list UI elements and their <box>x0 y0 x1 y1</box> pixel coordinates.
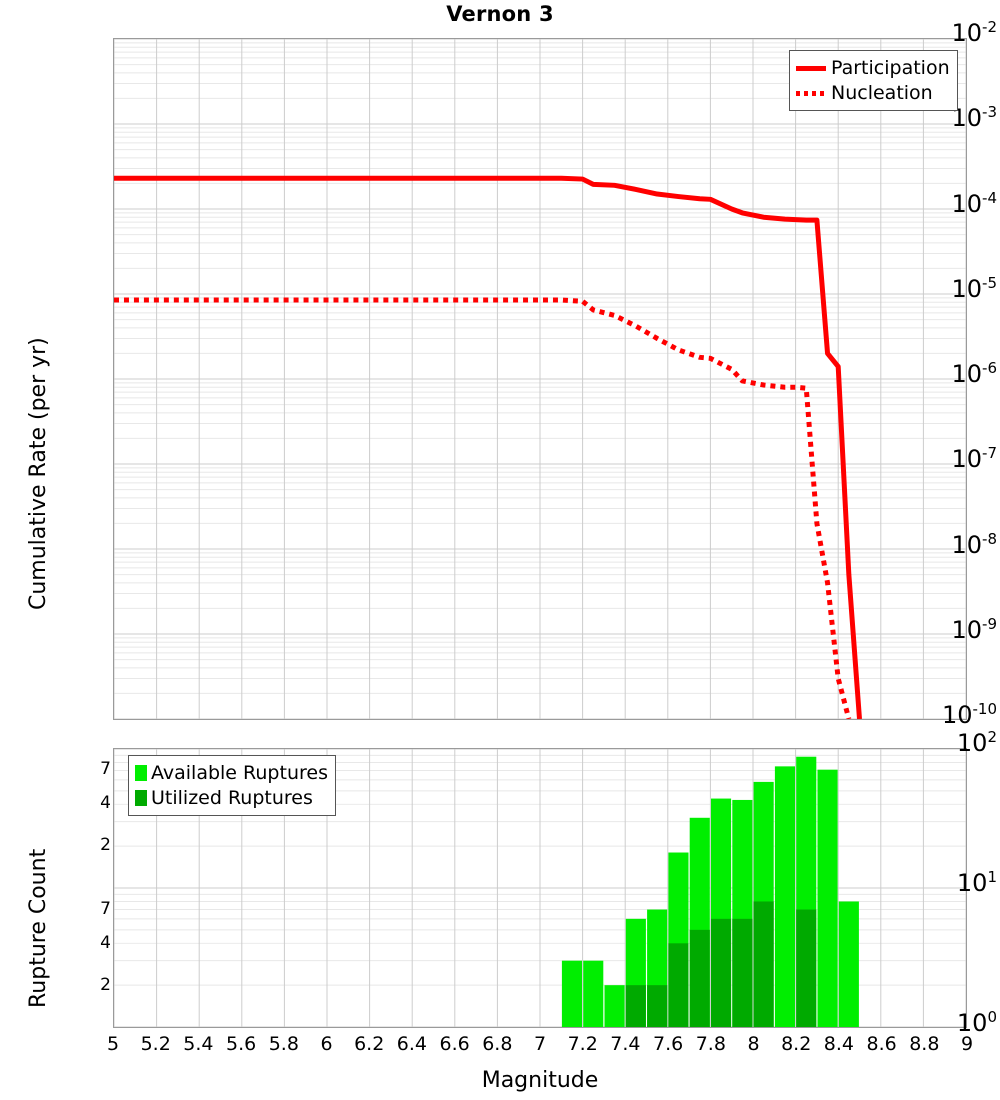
x-tick-label: 8.6 <box>866 1033 897 1055</box>
x-tick-label: 5.4 <box>183 1033 214 1055</box>
page-title: Vernon 3 <box>446 2 554 26</box>
legend-label-participation: Participation <box>831 56 950 79</box>
x-tick-label: 7.8 <box>695 1033 726 1055</box>
x-tick-label: 7.4 <box>610 1033 641 1055</box>
x-tick-label: 7.2 <box>567 1033 598 1055</box>
y-minor-tick-label: 2 <box>100 834 111 855</box>
y-minor-tick-label: 2 <box>100 974 111 995</box>
x-tick-label: 6 <box>320 1033 333 1055</box>
x-axis-title: Magnitude <box>481 1068 599 1093</box>
legend-label-available: Available Ruptures <box>151 761 328 784</box>
legend-bottom: Available Ruptures Utilized Ruptures <box>128 755 336 816</box>
y-minor-tick-label: 7 <box>100 758 111 779</box>
utilized-swatch-icon <box>135 789 147 806</box>
x-tick-label: 6.4 <box>396 1033 427 1055</box>
legend-top: Participation Nucleation <box>789 50 958 111</box>
legend-item-utilized-ruptures[interactable]: Utilized Ruptures <box>135 785 328 810</box>
y-tick-label-top: 10-9 <box>951 614 997 644</box>
x-tick-label: 5.8 <box>268 1033 299 1055</box>
y-tick-label-top: 10-4 <box>951 188 997 218</box>
x-tick-label: 8 <box>747 1033 760 1055</box>
available-swatch-icon <box>135 764 147 781</box>
legend-item-nucleation[interactable]: Nucleation <box>796 80 950 105</box>
y-tick-label-top: 10-5 <box>951 273 997 303</box>
x-tick-label: 5.6 <box>225 1033 257 1055</box>
y-tick-label-bottom: 101 <box>956 868 997 897</box>
y-tick-label-top: 10-8 <box>951 529 997 559</box>
x-tick-label: 8.8 <box>909 1033 940 1055</box>
legend-label-utilized: Utilized Ruptures <box>151 786 313 809</box>
legend-label-nucleation: Nucleation <box>831 81 933 104</box>
solid-line-icon <box>796 61 826 75</box>
dotted-line-icon <box>796 86 826 100</box>
legend-item-available-ruptures[interactable]: Available Ruptures <box>135 760 328 785</box>
y-tick-label-top: 10-10 <box>941 700 997 729</box>
y-minor-tick-label: 4 <box>100 792 111 813</box>
y-tick-label-top: 10-2 <box>951 18 997 47</box>
x-tick-label: 9 <box>960 1033 974 1055</box>
y-tick-label-top: 10-6 <box>951 359 997 388</box>
x-tick-label: 6.8 <box>482 1033 513 1055</box>
y-axis-title-bottom: Rupture Count <box>26 848 51 1008</box>
cumulative-rate-plot <box>113 38 967 720</box>
x-axis-ticks: 5 5.2 5.4 5.6 5.8 6 6.2 6.4 6.6 6.8 7 7.2 7.4 7.6 7.8 8… <box>0 1033 1000 1061</box>
x-tick-label: 6.6 <box>439 1033 470 1055</box>
y-tick-label-top: 10-7 <box>951 444 997 474</box>
y-axis-title-top: Cumulative Rate (per yr) <box>26 337 51 610</box>
y-tick-label-bottom: 100 <box>956 1008 997 1037</box>
x-tick-label: 8.2 <box>781 1033 812 1055</box>
y-minor-tick-label: 7 <box>100 898 111 919</box>
y-minor-tick-label: 4 <box>100 932 111 953</box>
x-tick-label: 7 <box>533 1033 547 1055</box>
x-tick-label: 5.2 <box>140 1033 171 1055</box>
x-tick-label: 7.6 <box>652 1033 684 1055</box>
x-tick-label: 8.4 <box>823 1033 854 1055</box>
rate-curves <box>114 175 862 719</box>
rupture-histogram <box>561 756 859 1027</box>
legend-item-participation[interactable]: Participation <box>796 55 950 80</box>
y-tick-label-bottom: 102 <box>956 728 997 757</box>
x-tick-label: 5 <box>106 1033 120 1055</box>
x-tick-label: 6.2 <box>354 1033 385 1055</box>
